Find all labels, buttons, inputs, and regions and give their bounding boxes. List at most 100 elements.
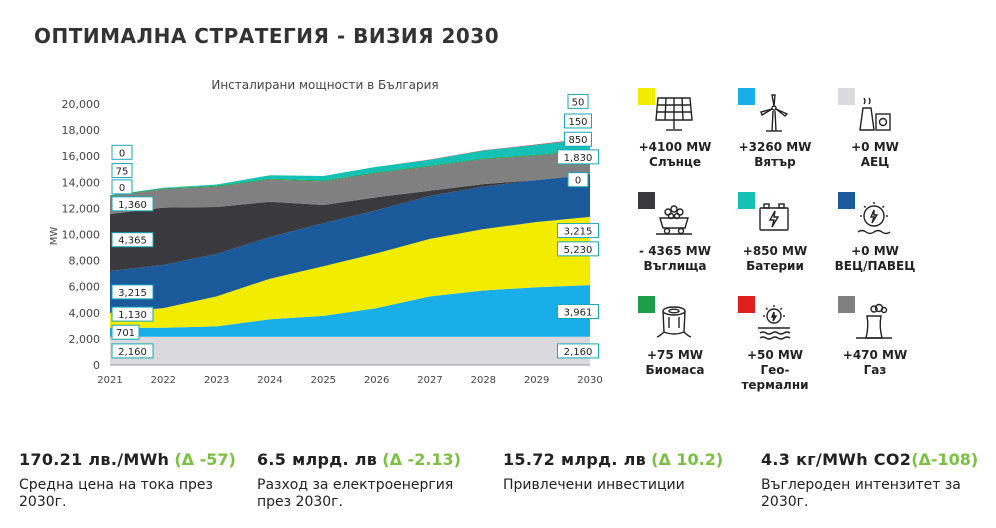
data-label: 0: [111, 144, 133, 160]
data-label: 701: [111, 324, 140, 340]
data-label-box: [557, 303, 599, 319]
gas-plant-icon: [856, 303, 892, 339]
legend-value: +0 MW: [851, 244, 899, 258]
legend-item-solar: +4100 MW Слънце: [620, 82, 730, 182]
data-label: 3,215: [557, 223, 599, 239]
data-label-text: 3,215: [118, 288, 147, 299]
data-label-text: 4,365: [118, 236, 147, 247]
legend-value: +75 MW: [646, 348, 704, 362]
legend-swatch-storage: [738, 192, 755, 209]
area-biomass: [110, 150, 590, 197]
data-label-text: 2,160: [118, 347, 147, 358]
area-storage: [110, 139, 590, 196]
data-label-text: 0: [119, 183, 125, 194]
x-tick-label: 2023: [204, 375, 229, 386]
legend-item-hydro: +0 MW ВЕЦ/ПАВЕЦ: [820, 186, 930, 286]
y-tick-label: 12,000: [62, 202, 101, 215]
y-tick-label: 8,000: [69, 255, 101, 268]
chart-title: Инсталирани мощности в България: [211, 78, 438, 92]
data-label-box: [111, 324, 140, 340]
solar-panel-icon: [655, 97, 693, 131]
data-label: 2,160: [111, 343, 154, 359]
data-label: 0: [111, 179, 133, 195]
data-label-text: 850: [568, 135, 587, 146]
nuclear-plant-icon: [859, 97, 891, 131]
legend-swatch-solar: [638, 88, 655, 105]
legend-swatch-geothermal: [738, 296, 755, 313]
legend-item-gas: +470 MW Газ: [820, 290, 930, 390]
page-title: ОПТИМАЛНА СТРАТЕГИЯ - ВИЗИЯ 2030: [34, 24, 500, 48]
data-label-text: 75: [116, 167, 129, 178]
kpi-delta: (Δ-108): [911, 450, 979, 469]
x-tick-label: 2028: [471, 375, 496, 386]
legend-value: +0 MW: [851, 140, 899, 154]
data-label-box: [557, 223, 599, 239]
legend-value: +50 MW: [746, 348, 804, 362]
data-label-box: [111, 163, 133, 179]
kpi-delta: (Δ -2.13): [382, 450, 461, 469]
legend-label: ВЕЦ/ПАВЕЦ: [834, 259, 916, 273]
data-label: 50: [567, 93, 589, 109]
data-label-text: 1,360: [118, 200, 147, 211]
kpi-value: 15.72 млрд. лв: [503, 450, 647, 469]
legend-label-line1: Гео-: [760, 363, 790, 377]
legend-item-nuclear: +0 MW АЕЦ: [820, 82, 930, 182]
legend-item-storage: +850 MW Батерии: [720, 186, 830, 286]
y-axis-label: MW: [49, 227, 60, 246]
kpi-description: Привлечени инвестиции: [503, 477, 685, 493]
data-label-text: 1,830: [564, 153, 593, 164]
x-tick-label: 2030: [577, 375, 602, 386]
x-tick-label: 2026: [364, 375, 389, 386]
legend: +4100 MW Слънце +3260 MW Вятър: [620, 82, 980, 412]
legend-label: Батерии: [746, 259, 804, 273]
kpi-description: Въглероден интензитет за 2030г.: [761, 477, 961, 510]
data-label-text: 50: [572, 97, 585, 108]
area-wind: [110, 216, 590, 328]
kpi-description: Разход за електроенергия през 2030г.: [257, 477, 454, 510]
kpi-price: 170.21 лв./MWh (Δ -57) Средна цена на то…: [19, 450, 254, 511]
geothermal-icon: [758, 305, 791, 340]
data-label-box: [567, 93, 589, 109]
kpi-carbon: 4.3 кг/MWh CO2(Δ-108) Въглероден интензи…: [761, 450, 991, 511]
kpi-delta: (Δ 10.2): [651, 450, 724, 469]
legend-item-wind: +3260 MW Вятър: [720, 82, 830, 182]
data-label: 4,365: [111, 232, 154, 248]
wind-turbine-icon: [760, 94, 789, 132]
kpi-delta: (Δ -57): [174, 450, 236, 469]
x-tick-label: 2024: [257, 375, 282, 386]
legend-value: +4100 MW: [638, 140, 712, 154]
legend-label: Вятър: [754, 155, 796, 169]
data-label-box: [111, 232, 154, 248]
kpi-value: 6.5 млрд. лв: [257, 450, 378, 469]
data-label-box: [111, 196, 154, 212]
data-label-text: 3,961: [564, 307, 593, 318]
y-tick-label: 16,000: [62, 150, 101, 163]
data-label: 0: [567, 172, 589, 188]
y-tick-label: 2,000: [69, 333, 101, 346]
y-tick-label: 10,000: [62, 229, 101, 242]
legend-swatch-biomass: [638, 296, 655, 313]
x-tick-label: 2027: [417, 375, 442, 386]
data-label-box: [564, 113, 592, 129]
data-label: 850: [564, 131, 592, 147]
area-gas: [110, 151, 590, 214]
tree-stump-icon: [656, 306, 692, 338]
y-tick-label: 14,000: [62, 176, 101, 189]
coal-cart-icon: [656, 205, 692, 235]
data-label: 150: [564, 113, 592, 129]
data-label-box: [111, 343, 154, 359]
data-label: 3,961: [557, 303, 599, 319]
y-tick-label: 0: [93, 359, 100, 372]
legend-label-line2: термални: [741, 378, 809, 392]
legend-value: +850 MW: [742, 244, 808, 258]
area-coal: [110, 174, 590, 271]
kpi-cost: 6.5 млрд. лв (Δ -2.13) Разход за електро…: [257, 450, 482, 511]
legend-item-coal: - 4365 MW Въглища: [620, 186, 730, 286]
data-label-text: 701: [116, 328, 135, 339]
area-hydro: [110, 285, 590, 337]
data-label-text: 0: [575, 176, 581, 187]
data-label-box: [557, 149, 599, 165]
data-label-box: [557, 343, 599, 359]
legend-swatch-hydro: [838, 192, 855, 209]
area-geothermal: [110, 138, 590, 196]
